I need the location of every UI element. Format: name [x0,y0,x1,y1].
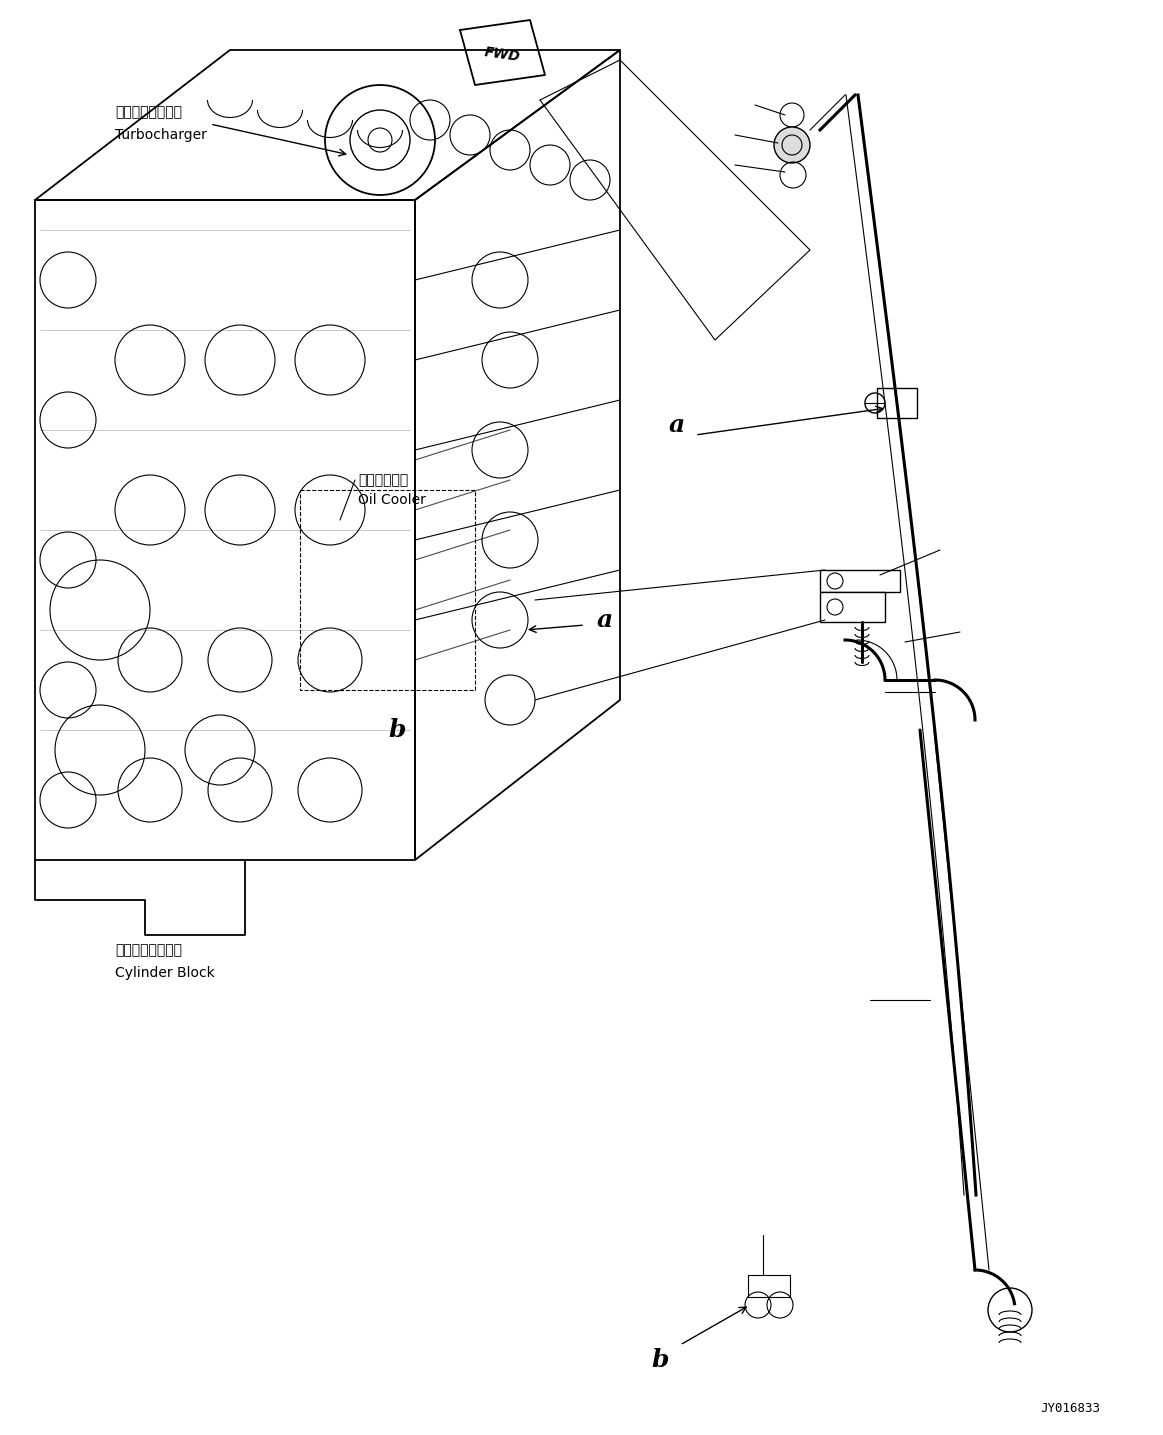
Text: ターボチャージャ: ターボチャージャ [115,105,181,119]
Text: FWD: FWD [483,46,521,65]
Text: オイルクーラ: オイルクーラ [358,474,408,486]
Text: Oil Cooler: Oil Cooler [358,494,426,507]
Text: シリンダブロック: シリンダブロック [115,943,181,957]
Bar [820,570,900,593]
Bar [300,489,475,690]
Text: Cylinder Block: Cylinder Block [115,966,215,980]
Bar [877,387,916,418]
Text: b: b [651,1347,669,1372]
Text: b: b [388,718,406,742]
Circle shape [989,1289,1032,1332]
Text: a: a [597,608,613,631]
Circle shape [775,128,809,164]
Bar [748,1276,790,1297]
Text: Turbocharger: Turbocharger [115,128,207,142]
Bar [820,593,885,621]
Text: JY016833: JY016833 [1040,1402,1100,1415]
Text: a: a [669,413,685,438]
